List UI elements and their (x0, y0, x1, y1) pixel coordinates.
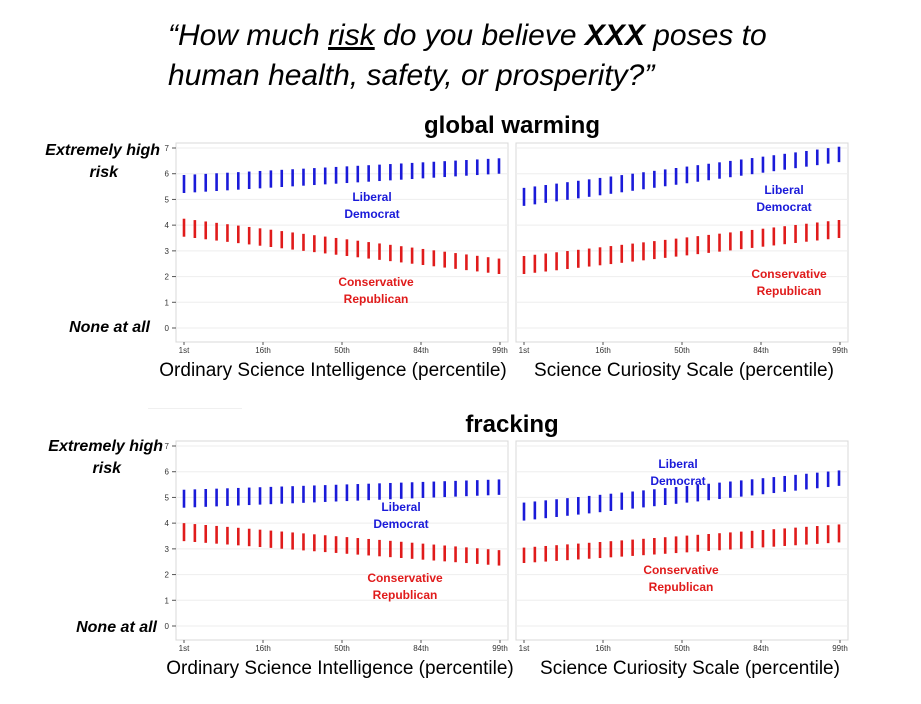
x-tick-label: 1st (179, 346, 190, 355)
x-caption-gw-osi: Ordinary Science Intelligence (percentil… (159, 360, 507, 381)
y-tick-label: 0 (165, 622, 170, 631)
x-tick-label: 84th (413, 644, 429, 653)
conservative-republican-label: Conservative (367, 571, 443, 585)
conservative-republican-label: Republican (649, 580, 714, 594)
conservative-republican-label: Republican (373, 588, 438, 602)
y-tick-label: 2 (165, 273, 170, 282)
block-title-fracking: fracking (465, 411, 559, 438)
conservative-republican-label: Republican (344, 292, 409, 306)
y-tick-label: 0 (165, 324, 170, 333)
y-tick-label: 5 (165, 195, 170, 204)
block-title-global-warming: global warming (423, 112, 600, 139)
y-label-bottom-high: Extremely high risk (20, 436, 163, 480)
liberal-democrat-label: Democrat (756, 200, 811, 214)
y-tick-label: 7 (165, 442, 170, 451)
conservative-republican-label: Republican (757, 284, 822, 298)
x-tick-label: 1st (519, 644, 530, 653)
x-tick-label: 1st (519, 346, 530, 355)
y-label-top-high-line1: Extremely high (45, 142, 160, 159)
liberal-democrat-label: Democrat (373, 517, 428, 531)
y-label-top-high-line2: risk (89, 164, 118, 181)
x-tick-label: 99th (832, 644, 848, 653)
x-tick-label: 1st (179, 644, 190, 653)
y-tick-label: 4 (165, 221, 170, 230)
faint-divider (148, 408, 242, 409)
x-tick-label: 84th (413, 346, 429, 355)
question-mid: do you believe (374, 19, 585, 52)
x-tick-label: 99th (492, 644, 508, 653)
liberal-democrat-label: Liberal (352, 190, 391, 204)
liberal-democrat-label: Democrat (344, 207, 399, 221)
x-tick-label: 16th (255, 346, 271, 355)
liberal-democrat-label: Liberal (381, 500, 420, 514)
question-risk-word: risk (328, 19, 375, 52)
y-label-top-none: None at all (69, 319, 150, 336)
x-tick-label: 16th (595, 346, 611, 355)
x-caption-fr-osi: Ordinary Science Intelligence (percentil… (166, 658, 514, 679)
y-tick-label: 3 (165, 545, 170, 554)
x-caption-gw-scs: Science Curiosity Scale (percentile) (534, 360, 834, 381)
panel-frame (175, 142, 509, 343)
x-tick-label: 16th (595, 644, 611, 653)
x-tick-label: 50th (674, 644, 690, 653)
x-tick-label: 50th (334, 644, 350, 653)
y-tick-label: 7 (165, 144, 170, 153)
x-tick-label: 84th (753, 346, 769, 355)
x-caption-fr-scs: Science Curiosity Scale (percentile) (540, 658, 840, 679)
conservative-republican-label: Conservative (338, 275, 414, 289)
x-tick-label: 84th (753, 644, 769, 653)
y-label-bottom-high-line1: Extremely high (48, 438, 163, 455)
y-label-bottom-none: None at all (76, 619, 157, 636)
y-tick-label: 1 (165, 298, 170, 307)
y-tick-label: 5 (165, 493, 170, 502)
liberal-democrat-label: Liberal (658, 457, 697, 471)
liberal-democrat-label: Democrat (650, 474, 705, 488)
y-tick-label: 3 (165, 247, 170, 256)
panel-frame (515, 142, 849, 343)
y-label-bottom-high-line2: risk (92, 460, 121, 477)
y-tick-label: 1 (165, 596, 170, 605)
question-open: “How much (168, 19, 329, 52)
conservative-republican-label: Conservative (751, 267, 827, 281)
x-tick-label: 50th (674, 346, 690, 355)
question-line-2: human health, safety, or prosperity?” (168, 59, 655, 92)
y-tick-label: 2 (165, 571, 170, 580)
x-tick-label: 16th (255, 644, 271, 653)
x-tick-label: 99th (492, 346, 508, 355)
panel-frame (175, 440, 509, 641)
y-tick-label: 6 (165, 170, 170, 179)
x-tick-label: 99th (832, 346, 848, 355)
conservative-republican-label: Conservative (643, 563, 719, 577)
y-tick-label: 6 (165, 468, 170, 477)
survey-question: “How much risk do you believe XXX poses … (168, 16, 888, 96)
x-tick-label: 50th (334, 346, 350, 355)
question-tail: poses to (644, 19, 767, 52)
y-tick-label: 4 (165, 519, 170, 528)
y-label-top-high: Extremely high risk (20, 140, 160, 184)
liberal-democrat-label: Liberal (764, 183, 803, 197)
question-xxx: XXX (584, 19, 645, 52)
